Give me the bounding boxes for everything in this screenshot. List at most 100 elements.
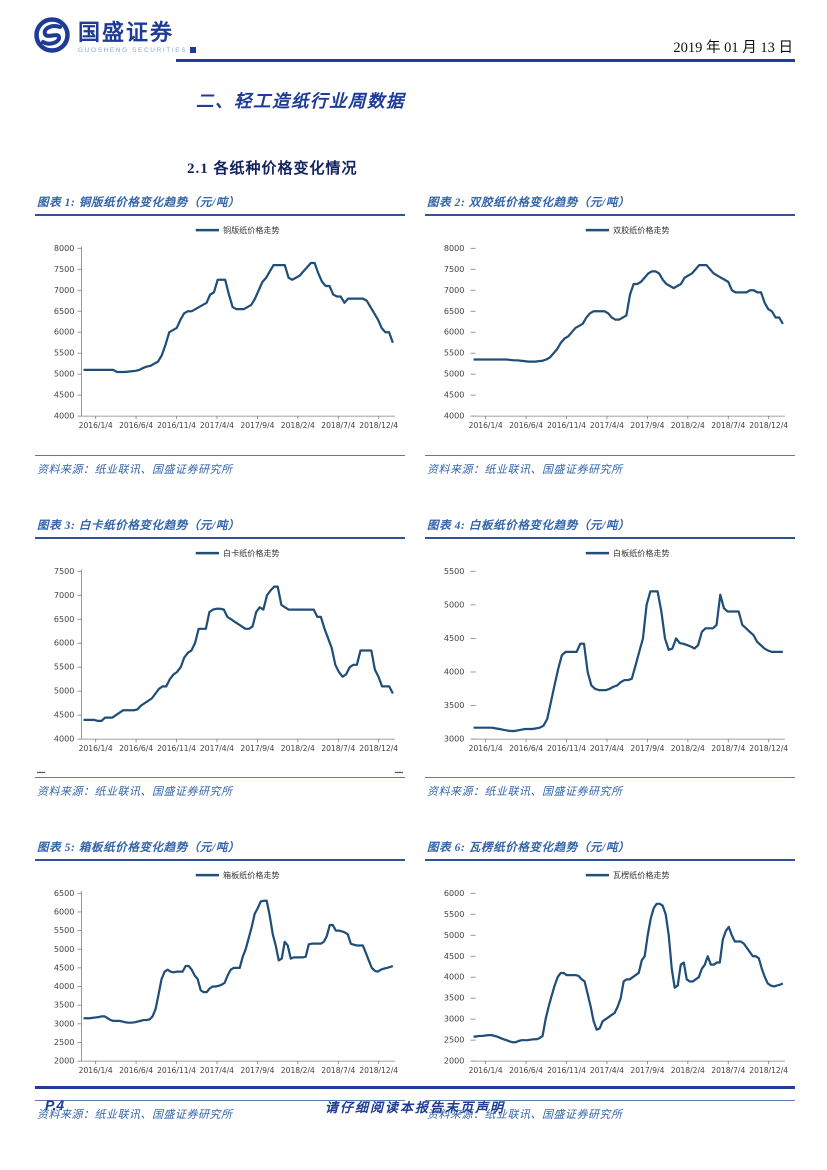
svg-text:2018/2/4: 2018/2/4 <box>281 1066 315 1075</box>
svg-text:2016/11/4: 2016/11/4 <box>547 1066 586 1075</box>
svg-text:2000: 2000 <box>54 1056 75 1066</box>
figure-4-white-board: 图表 4: 白板纸价格变化趋势（元/吨） 白板纸价格走势 3000 3500 4000… <box>425 515 795 802</box>
figure-source: 资料来源：纸业联讯、国盛证券研究所 <box>35 777 405 801</box>
svg-text:3500: 3500 <box>444 993 465 1003</box>
brand-swirl-icon <box>33 16 71 59</box>
svg-text:5500: 5500 <box>444 909 465 919</box>
svg-text:2016/1/4: 2016/1/4 <box>79 421 113 430</box>
figure-caption: 图表 4: 白板纸价格变化趋势（元/吨） <box>425 515 795 539</box>
svg-text:2016/1/4: 2016/1/4 <box>469 744 503 753</box>
svg-text:3000: 3000 <box>54 1018 75 1028</box>
report-date: 2019 年 01 月 13 日 <box>673 40 793 56</box>
brand-name: 国盛证券 <box>78 19 175 45</box>
svg-text:7500: 7500 <box>54 565 75 575</box>
figure-4-chart: 白板纸价格走势 3000 3500 4000 4500 5000 5500 2016/1/4 2… <box>425 539 795 776</box>
figure-5-chart: 箱板纸价格走势 2000 2500 3000 3500 4000 4500 5000 5500 6… <box>35 861 405 1098</box>
svg-text:2016/11/4: 2016/11/4 <box>547 421 586 430</box>
svg-text:2018/7/4: 2018/7/4 <box>321 744 355 753</box>
svg-text:2016/6/4: 2016/6/4 <box>119 744 153 753</box>
subsection-title: 2.1 各纸种价格变化情况 <box>187 161 358 177</box>
svg-text:2016/11/4: 2016/11/4 <box>157 744 196 753</box>
svg-text:5500: 5500 <box>54 348 75 358</box>
figure-6-corrugated-paper: 图表 6: 瓦楞纸价格变化趋势（元/吨） 瓦楞纸价格走势 2000 2500 3000… <box>425 837 795 1124</box>
svg-text:2018/2/4: 2018/2/4 <box>281 421 315 430</box>
svg-text:6000: 6000 <box>54 637 75 647</box>
svg-text:箱板纸价格走势: 箱板纸价格走势 <box>223 870 280 880</box>
svg-text:2018/12/4: 2018/12/4 <box>749 744 788 753</box>
figure-3-ivory-board: 图表 3: 白卡纸价格变化趋势（元/吨） 白卡纸价格走势 4000 4500 5000… <box>35 515 405 802</box>
svg-text:2018/2/4: 2018/2/4 <box>281 744 315 753</box>
svg-text:2500: 2500 <box>54 1037 75 1047</box>
figure-source: 资料来源：纸业联讯、国盛证券研究所 <box>35 454 405 479</box>
svg-text:5000: 5000 <box>54 944 75 954</box>
header-rule <box>176 59 795 62</box>
svg-text:4500: 4500 <box>54 709 75 719</box>
svg-text:5000: 5000 <box>54 685 75 695</box>
svg-text:2016/6/4: 2016/6/4 <box>509 1066 543 1075</box>
svg-text:5500: 5500 <box>444 348 465 358</box>
figure-2-offset-paper: 图表 2: 双胶纸价格变化趋势（元/吨） 双胶纸价格走势 4000 4500 5000… <box>425 192 795 479</box>
figure-caption: 图表 1: 铜版纸价格变化趋势（元/吨） <box>35 192 405 216</box>
svg-text:2018/7/4: 2018/7/4 <box>711 744 745 753</box>
svg-text:2016/1/4: 2016/1/4 <box>469 421 503 430</box>
svg-text:2016/11/4: 2016/11/4 <box>547 744 586 753</box>
svg-text:双胶纸价格走势: 双胶纸价格走势 <box>613 225 670 235</box>
section-title: 二、轻工造纸行业周数据 <box>196 91 405 111</box>
svg-text:2016/6/4: 2016/6/4 <box>509 421 543 430</box>
figure-2-chart: 双胶纸价格走势 4000 4500 5000 5500 6000 6500 7000 7500 8… <box>425 216 795 453</box>
brand-name-en: GUOSHENG SECURITIES <box>78 47 197 54</box>
svg-text:6500: 6500 <box>444 306 465 316</box>
svg-text:4000: 4000 <box>444 972 465 982</box>
svg-text:4000: 4000 <box>54 411 75 421</box>
figure-caption: 图表 3: 白卡纸价格变化趋势（元/吨） <box>35 515 405 539</box>
svg-text:6000: 6000 <box>54 327 75 337</box>
svg-text:5000: 5000 <box>444 930 465 940</box>
svg-text:2017/4/4: 2017/4/4 <box>590 744 624 753</box>
svg-text:4500: 4500 <box>54 962 75 972</box>
footer-disclaimer: 请仔细阅读本报告末页声明 <box>324 1100 505 1115</box>
page-header: 国盛证券 GUOSHENG SECURITIES 2019 年 01 月 13 … <box>0 0 827 66</box>
svg-text:3500: 3500 <box>54 1000 75 1010</box>
svg-text:2016/11/4: 2016/11/4 <box>157 1066 196 1075</box>
svg-text:2018/7/4: 2018/7/4 <box>321 1066 355 1075</box>
svg-text:2016/1/4: 2016/1/4 <box>79 744 113 753</box>
svg-text:6000: 6000 <box>444 888 465 898</box>
svg-text:2018/7/4: 2018/7/4 <box>711 1066 745 1075</box>
svg-text:4500: 4500 <box>54 390 75 400</box>
figure-1-chart: 铜版纸价格走势 4000 4500 5000 5500 6000 6500 7000 7500 8… <box>35 216 405 453</box>
svg-text:2018/12/4: 2018/12/4 <box>359 1066 398 1075</box>
svg-text:2018/2/4: 2018/2/4 <box>671 1066 705 1075</box>
svg-text:7000: 7000 <box>444 285 465 295</box>
figure-caption: 图表 6: 瓦楞纸价格变化趋势（元/吨） <box>425 837 795 861</box>
svg-text:5500: 5500 <box>54 661 75 671</box>
svg-text:2018/2/4: 2018/2/4 <box>671 421 705 430</box>
svg-text:2016/11/4: 2016/11/4 <box>157 421 196 430</box>
svg-text:白卡纸价格走势: 白卡纸价格走势 <box>223 548 280 558</box>
svg-text:2017/4/4: 2017/4/4 <box>200 744 234 753</box>
svg-text:6500: 6500 <box>54 306 75 316</box>
svg-text:5000: 5000 <box>444 599 465 609</box>
brand-logo: 国盛证券 GUOSHENG SECURITIES <box>33 16 197 59</box>
svg-text:6500: 6500 <box>54 888 75 898</box>
page-number: P.4 <box>45 1097 65 1113</box>
figure-caption: 图表 5: 箱板纸价格变化趋势（元/吨） <box>35 837 405 861</box>
svg-text:2017/4/4: 2017/4/4 <box>200 1066 234 1075</box>
figure-caption: 图表 2: 双胶纸价格变化趋势（元/吨） <box>425 192 795 216</box>
svg-text:3000: 3000 <box>444 733 465 743</box>
brand-square <box>190 47 197 53</box>
figure-5-containerboard: 图表 5: 箱板纸价格变化趋势（元/吨） 箱板纸价格走势 2000 2500 3000… <box>35 837 405 1124</box>
figure-source: 资料来源：纸业联讯、国盛证券研究所 <box>425 454 795 479</box>
svg-text:2018/12/4: 2018/12/4 <box>749 1066 788 1075</box>
svg-text:6000: 6000 <box>444 327 465 337</box>
svg-text:2018/7/4: 2018/7/4 <box>711 421 745 430</box>
figures-grid: 图表 1: 铜版纸价格变化趋势（元/吨） 铜版纸价格走势 4000 4500 5000… <box>35 192 795 1124</box>
svg-text:2016/1/4: 2016/1/4 <box>79 1066 113 1075</box>
svg-text:3000: 3000 <box>444 1014 465 1024</box>
svg-text:2500: 2500 <box>444 1035 465 1045</box>
svg-text:2017/4/4: 2017/4/4 <box>590 421 624 430</box>
svg-text:3500: 3500 <box>444 700 465 710</box>
svg-text:5000: 5000 <box>54 369 75 379</box>
svg-text:2016/6/4: 2016/6/4 <box>119 421 153 430</box>
svg-text:2017/9/4: 2017/9/4 <box>240 744 274 753</box>
svg-text:2016/6/4: 2016/6/4 <box>119 1066 153 1075</box>
